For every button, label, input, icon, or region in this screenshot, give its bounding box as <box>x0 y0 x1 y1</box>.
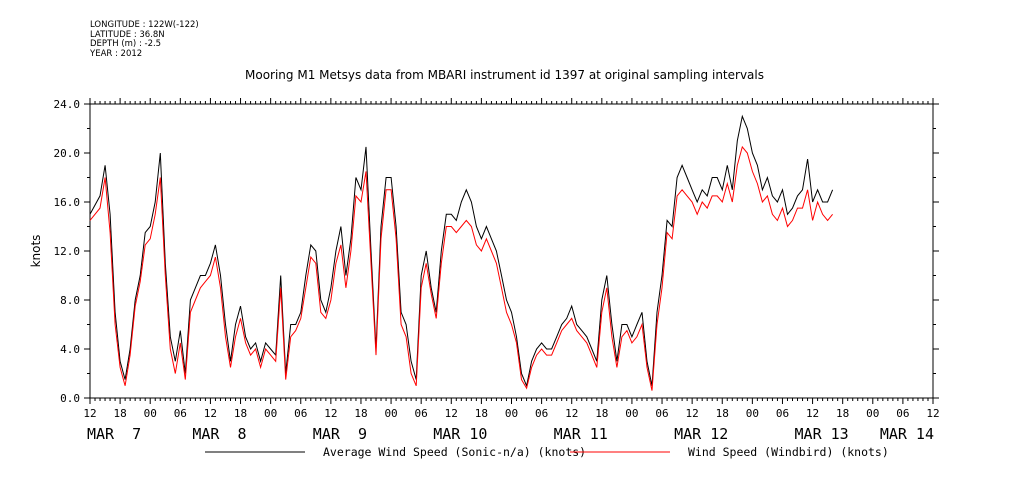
x-hour-label: 06 <box>655 407 668 420</box>
x-day-label: MAR 12 <box>674 425 728 443</box>
x-hour-label: 18 <box>716 407 729 420</box>
x-hour-label: 18 <box>836 407 849 420</box>
chart-title: Mooring M1 Metsys data from MBARI instru… <box>245 68 764 82</box>
x-day-label: MAR 8 <box>192 425 246 443</box>
x-hour-label: 06 <box>415 407 428 420</box>
x-hour-label: 12 <box>83 407 96 420</box>
x-hour-label: 12 <box>324 407 337 420</box>
x-day-label: MAR 10 <box>433 425 487 443</box>
x-hour-label: 06 <box>776 407 789 420</box>
x-hour-label: 18 <box>354 407 367 420</box>
x-hour-label: 12 <box>565 407 578 420</box>
y-tick-label: 20.0 <box>54 147 81 160</box>
y-tick-label: 8.0 <box>60 294 80 307</box>
x-hour-label: 00 <box>625 407 638 420</box>
x-hour-label: 06 <box>294 407 307 420</box>
x-day-label: MAR 9 <box>313 425 367 443</box>
year-label: YEAR : 2012 <box>90 48 143 59</box>
y-tick-label: 16.0 <box>54 196 81 209</box>
series-line <box>89 114 834 388</box>
legend-label: Average Wind Speed (Sonic-n/a) (knots) <box>323 445 586 459</box>
x-hour-label: 06 <box>174 407 187 420</box>
x-hour-label: 18 <box>475 407 488 420</box>
metadata-block: LONGITUDE : 122W(-122) LATITUDE : 36.8N … <box>90 20 199 59</box>
depth-label: DEPTH (m) : -2.5 <box>90 39 162 49</box>
x-hour-label: 18 <box>234 407 247 420</box>
x-day-label: MAR 11 <box>554 425 608 443</box>
x-hour-label: 18 <box>595 407 608 420</box>
x-day-label: MAR 14 <box>880 425 934 443</box>
x-day-label: MAR 7 <box>87 425 141 443</box>
x-hour-label: 12 <box>926 407 939 420</box>
x-hour-label: 18 <box>113 407 126 420</box>
x-hour-label: 00 <box>144 407 157 420</box>
y-tick-label: 24.0 <box>54 98 81 111</box>
x-hour-label: 12 <box>204 407 217 420</box>
x-hour-label: 12 <box>806 407 819 420</box>
x-hour-label: 00 <box>866 407 879 420</box>
x-hour-label: 00 <box>384 407 397 420</box>
longitude-label: LONGITUDE : 122W(-122) <box>90 20 199 30</box>
legend-label: Wind Speed (Windbird) (knots) <box>688 445 889 459</box>
x-hour-label: 00 <box>505 407 518 420</box>
y-tick-label: 12.0 <box>54 245 81 258</box>
x-hour-label: 00 <box>746 407 759 420</box>
x-day-label: MAR 13 <box>795 425 849 443</box>
x-hour-label: 12 <box>445 407 458 420</box>
x-hour-label: 12 <box>686 407 699 420</box>
x-hour-label: 06 <box>535 407 548 420</box>
x-hour-label: 06 <box>896 407 909 420</box>
y-axis-label: knots <box>29 235 43 268</box>
y-tick-label: 4.0 <box>60 343 80 356</box>
series-line <box>89 145 833 391</box>
x-hour-label: 00 <box>264 407 277 420</box>
latitude-label: LATITUDE : 36.8N <box>90 29 165 40</box>
y-tick-label: 0.0 <box>60 392 80 405</box>
